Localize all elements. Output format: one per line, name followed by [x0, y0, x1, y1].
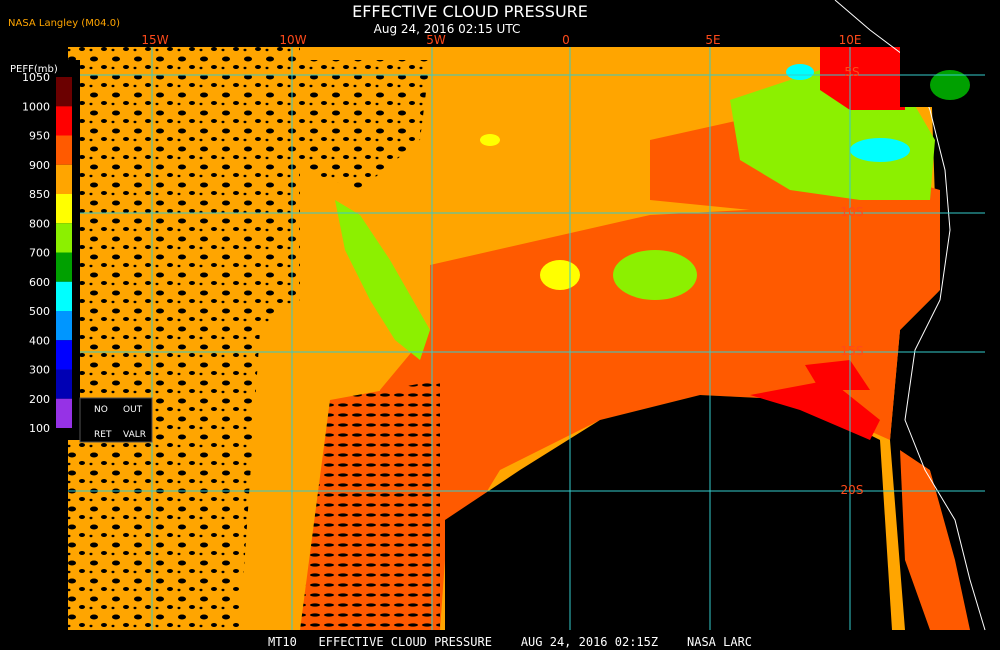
land: [900, 200, 985, 630]
cloud-orange-red: [900, 450, 975, 630]
lon-label: 0: [562, 33, 570, 47]
legend-label: 500: [29, 305, 50, 318]
color-swatch: [56, 369, 72, 399]
cloud-cyan: [786, 64, 814, 80]
lon-label: 10W: [279, 33, 306, 47]
cloud-red: [820, 47, 905, 110]
source: NASA Langley (M04.0): [8, 18, 120, 29]
legend-label: 300: [29, 364, 50, 377]
no-data-label: VALR: [123, 430, 146, 440]
lon-label: 5E: [705, 33, 720, 47]
legend-label: 950: [29, 130, 50, 143]
lat-label: 20S: [841, 483, 864, 497]
cloud-yellow: [480, 134, 500, 146]
color-swatch: [56, 77, 72, 107]
lat-label: 15S: [841, 344, 864, 358]
cloud-red: [750, 380, 880, 440]
color-swatch: [56, 135, 72, 165]
footer: MT10 EFFECTIVE CLOUD PRESSURE AUG 24, 20…: [268, 635, 752, 649]
no-data-label: RET: [94, 430, 112, 440]
no-data-box: [79, 397, 153, 443]
cloud-orange-red: [370, 200, 940, 630]
lon-label: 15W: [141, 33, 168, 47]
legend-label: 850: [29, 188, 50, 201]
legend-label: 200: [29, 393, 50, 406]
color-swatch: [56, 164, 72, 194]
cloud-yellow: [540, 260, 580, 290]
subtitle: Aug 24, 2016 02:15 UTC: [374, 22, 521, 36]
lon-label: 5W: [426, 33, 446, 47]
cloud-streaks: [300, 380, 440, 630]
cloud-green: [335, 200, 430, 360]
color-swatch: [56, 223, 72, 253]
clear-sky: [445, 395, 892, 630]
color-swatch: [56, 252, 72, 282]
legend-label: 900: [29, 159, 50, 172]
cloud-broken: [300, 60, 430, 190]
legend-label: 1050: [22, 71, 50, 84]
legend-label: 400: [29, 334, 50, 347]
legend-label: 1000: [22, 100, 50, 113]
legend-label: 600: [29, 276, 50, 289]
cloud-red: [805, 360, 870, 390]
legend-label: 100: [29, 422, 50, 435]
title: EFFECTIVE CLOUD PRESSURE: [352, 2, 588, 21]
cloud-cyan: [850, 138, 910, 162]
lat-label: 5S: [844, 65, 859, 79]
color-swatch: [56, 340, 72, 370]
legend-label: 700: [29, 247, 50, 260]
no-data-label: NO: [94, 405, 108, 415]
cloud-green: [613, 250, 697, 300]
color-swatch: [56, 281, 72, 311]
color-swatch: [56, 398, 72, 428]
color-swatch: [56, 194, 72, 224]
legend-label: 800: [29, 217, 50, 230]
legend-title: PEFF(mb): [10, 64, 58, 75]
no-data-label: OUT: [123, 405, 143, 415]
cloud-green: [930, 70, 970, 100]
color-swatch: [56, 311, 72, 341]
cloud-broken: [68, 47, 300, 630]
lon-label: 10E: [839, 33, 862, 47]
color-swatch: [56, 106, 72, 136]
color-bar: 1050 1000 950 900 850 800 700 600 500 400 300 200 10…: [22, 71, 72, 435]
lat-label: 10S: [841, 205, 864, 219]
lat-labels: 5S 10S 15S 20S: [841, 65, 864, 497]
lon-labels: 15W 10W 5W 0 5E 10E: [141, 33, 861, 47]
graticule: [68, 47, 985, 630]
